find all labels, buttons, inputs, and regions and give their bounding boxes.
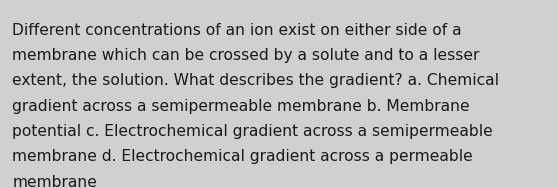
Text: membrane d. Electrochemical gradient across a permeable: membrane d. Electrochemical gradient acr… (12, 149, 473, 164)
Text: extent, the solution. What describes the gradient? a. Chemical: extent, the solution. What describes the… (12, 73, 499, 88)
Text: membrane which can be crossed by a solute and to a lesser: membrane which can be crossed by a solut… (12, 48, 480, 63)
Text: Different concentrations of an ion exist on either side of a: Different concentrations of an ion exist… (12, 23, 462, 38)
Text: membrane: membrane (12, 175, 97, 188)
Text: potential c. Electrochemical gradient across a semipermeable: potential c. Electrochemical gradient ac… (12, 124, 493, 139)
Text: gradient across a semipermeable membrane b. Membrane: gradient across a semipermeable membrane… (12, 99, 470, 114)
